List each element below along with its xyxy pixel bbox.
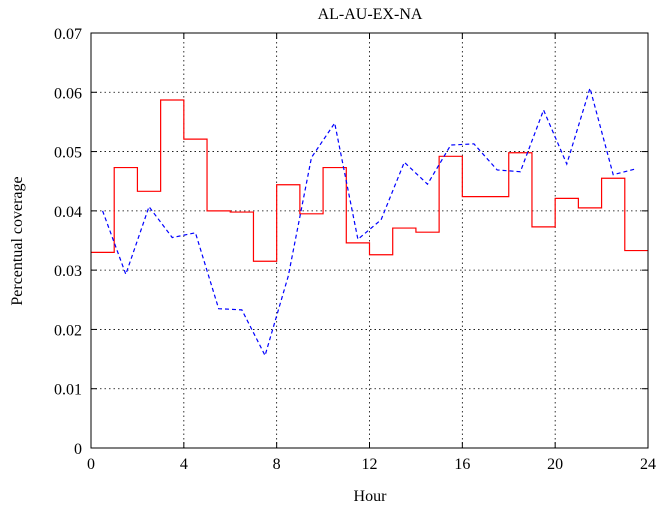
series-1-line [91, 99, 648, 262]
x-tick-label: 16 [454, 456, 470, 473]
x-tick-label: 0 [87, 456, 95, 473]
y-tick-label: 0.05 [54, 145, 82, 162]
y-tick-label: 0.03 [54, 263, 82, 280]
y-tick-label: 0.07 [54, 26, 82, 43]
y-tick-label: 0.02 [54, 322, 82, 339]
y-tick-label: 0.06 [54, 85, 82, 102]
x-tick-label: 8 [273, 456, 281, 473]
chart-title: AL-AU-EX-NA [318, 6, 423, 23]
x-axis-title: Hour [354, 488, 388, 505]
x-tick-label: 4 [180, 456, 188, 473]
y-tick-label: 0.04 [54, 204, 82, 221]
series-layer [91, 85, 648, 358]
y-tick-label: 0 [74, 441, 82, 458]
x-tick-label: 20 [547, 456, 563, 473]
grid [91, 33, 648, 448]
y-tick-label: 0.01 [54, 382, 82, 399]
x-tick-label: 12 [362, 456, 378, 473]
ticks: 0 4 8 12 16 20 24 0 0.01 0.02 0.03 0.04 0.05 0.06 0.07 [54, 26, 656, 473]
series-2-line [102, 85, 637, 358]
y-axis-title: Percentual coverage [9, 176, 26, 305]
x-tick-label: 24 [640, 456, 656, 473]
